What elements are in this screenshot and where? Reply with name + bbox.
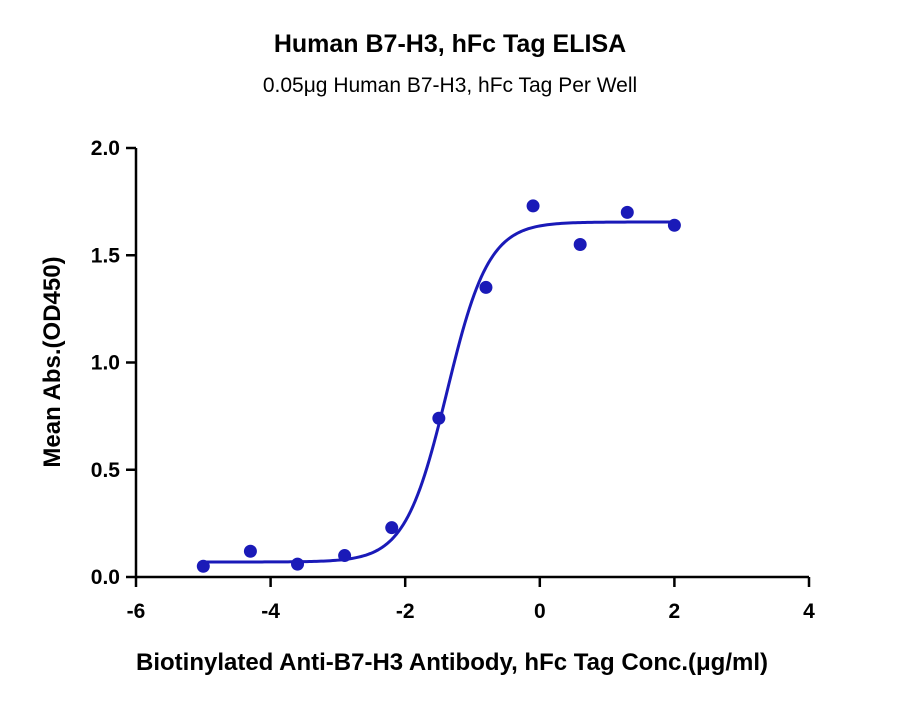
x-tick-label: -2 bbox=[396, 600, 415, 623]
fit-curve-group bbox=[203, 220, 675, 564]
data-points bbox=[196, 199, 681, 573]
data-point bbox=[243, 544, 257, 558]
x-tick-label: 0 bbox=[534, 600, 546, 623]
axes: -6 -4 -2 0 2 4 0.0 0.5 1.0 1.5 2.0 bbox=[91, 137, 815, 623]
x-tick-label: -4 bbox=[261, 600, 280, 623]
data-point bbox=[432, 411, 446, 425]
y-tick-label: 2.0 bbox=[91, 137, 120, 160]
data-point bbox=[479, 280, 493, 294]
chart-title: Human B7-H3, hFc Tag ELISA bbox=[273, 30, 627, 58]
data-point bbox=[526, 199, 540, 213]
x-tick-label: -6 bbox=[127, 600, 146, 623]
data-point bbox=[338, 549, 352, 563]
y-tick-label: 0.5 bbox=[91, 459, 121, 482]
data-point bbox=[573, 238, 587, 252]
fit-curve bbox=[203, 220, 675, 564]
data-point bbox=[385, 521, 399, 535]
y-tick-label: 1.5 bbox=[91, 244, 121, 267]
data-point bbox=[196, 559, 210, 573]
data-point bbox=[620, 205, 634, 219]
data-point bbox=[291, 557, 305, 571]
x-tick-label: 4 bbox=[803, 600, 815, 623]
x-axis-title: Biotinylated Anti-B7-H3 Antibody, hFc Ta… bbox=[136, 649, 768, 676]
chart-subtitle: 0.05μg Human B7-H3, hFc Tag Per Well bbox=[262, 74, 638, 97]
y-axis-title: Mean Abs.(OD450) bbox=[39, 256, 66, 467]
y-tick-label: 0.0 bbox=[91, 566, 120, 589]
x-tick-label: 2 bbox=[669, 600, 681, 623]
data-point bbox=[667, 218, 681, 232]
y-tick-label: 1.0 bbox=[91, 352, 120, 375]
